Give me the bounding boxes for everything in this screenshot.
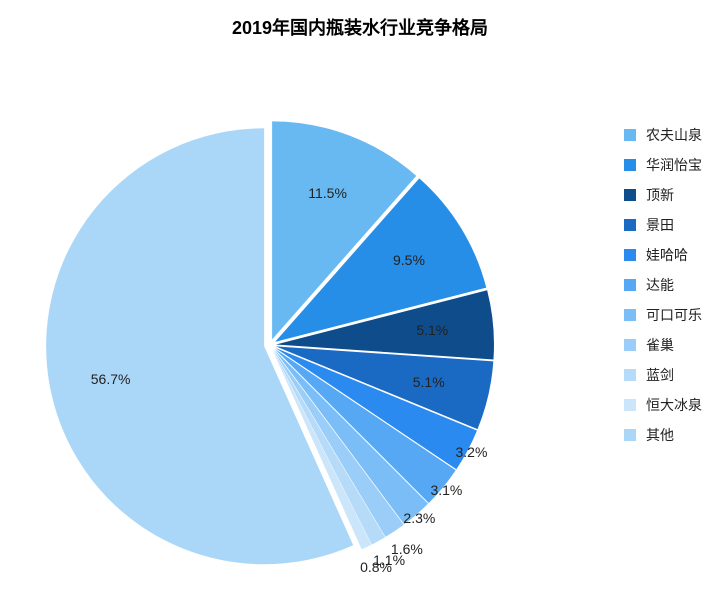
legend-label: 景田 xyxy=(646,215,674,235)
legend-swatch xyxy=(624,159,636,171)
legend-item: 蓝剑 xyxy=(624,360,702,390)
legend-item: 华润怡宝 xyxy=(624,150,702,180)
legend-label: 达能 xyxy=(646,275,674,295)
slice-percent-label: 5.1% xyxy=(413,374,445,390)
legend-label: 可口可乐 xyxy=(646,305,702,325)
legend-swatch xyxy=(624,129,636,141)
legend-item: 顶新 xyxy=(624,180,702,210)
legend-swatch xyxy=(624,219,636,231)
legend-item: 恒大冰泉 xyxy=(624,390,702,420)
legend-swatch xyxy=(624,399,636,411)
watermark-logo: 知乎 xyxy=(597,568,627,585)
legend-label: 其他 xyxy=(646,425,674,445)
legend-label: 华润怡宝 xyxy=(646,155,702,175)
slice-percent-label: 5.1% xyxy=(416,322,448,338)
legend-item: 农夫山泉 xyxy=(624,120,702,150)
slice-percent-label: 2.3% xyxy=(403,510,435,526)
legend-swatch xyxy=(624,249,636,261)
legend-swatch xyxy=(624,189,636,201)
legend-item: 景田 xyxy=(624,210,702,240)
legend-swatch xyxy=(624,429,636,441)
chart-title: 2019年国内瓶装水行业竞争格局 xyxy=(0,14,720,40)
legend-label: 蓝剑 xyxy=(646,365,674,385)
pie-svg xyxy=(0,50,720,590)
watermark-author: @沁阳鱼宁 xyxy=(633,568,708,585)
legend-swatch xyxy=(624,309,636,321)
legend-label: 顶新 xyxy=(646,185,674,205)
legend-item: 达能 xyxy=(624,270,702,300)
slice-percent-label: 3.2% xyxy=(456,444,488,460)
legend-item: 雀巢 xyxy=(624,330,702,360)
legend-item: 可口可乐 xyxy=(624,300,702,330)
legend-label: 雀巢 xyxy=(646,335,674,355)
legend-label: 农夫山泉 xyxy=(646,125,702,145)
legend-item: 其他 xyxy=(624,420,702,450)
legend-swatch xyxy=(624,339,636,351)
legend-swatch xyxy=(624,369,636,381)
legend-label: 娃哈哈 xyxy=(646,245,688,265)
slice-percent-label: 3.1% xyxy=(430,482,462,498)
slice-percent-label: 11.5% xyxy=(308,185,347,201)
legend-item: 娃哈哈 xyxy=(624,240,702,270)
slice-percent-label: 9.5% xyxy=(393,252,425,268)
watermark: 知乎 @沁阳鱼宁 xyxy=(597,565,708,586)
legend: 农夫山泉华润怡宝顶新景田娃哈哈达能可口可乐雀巢蓝剑恒大冰泉其他 xyxy=(624,120,702,450)
legend-swatch xyxy=(624,279,636,291)
slice-percent-label: 0.8% xyxy=(360,559,392,575)
slice-percent-label: 56.7% xyxy=(91,371,131,387)
pie-chart: 11.5%9.5%5.1%5.1%3.2%3.1%2.3%1.6%1.1%0.8… xyxy=(0,50,720,580)
legend-label: 恒大冰泉 xyxy=(646,395,702,415)
